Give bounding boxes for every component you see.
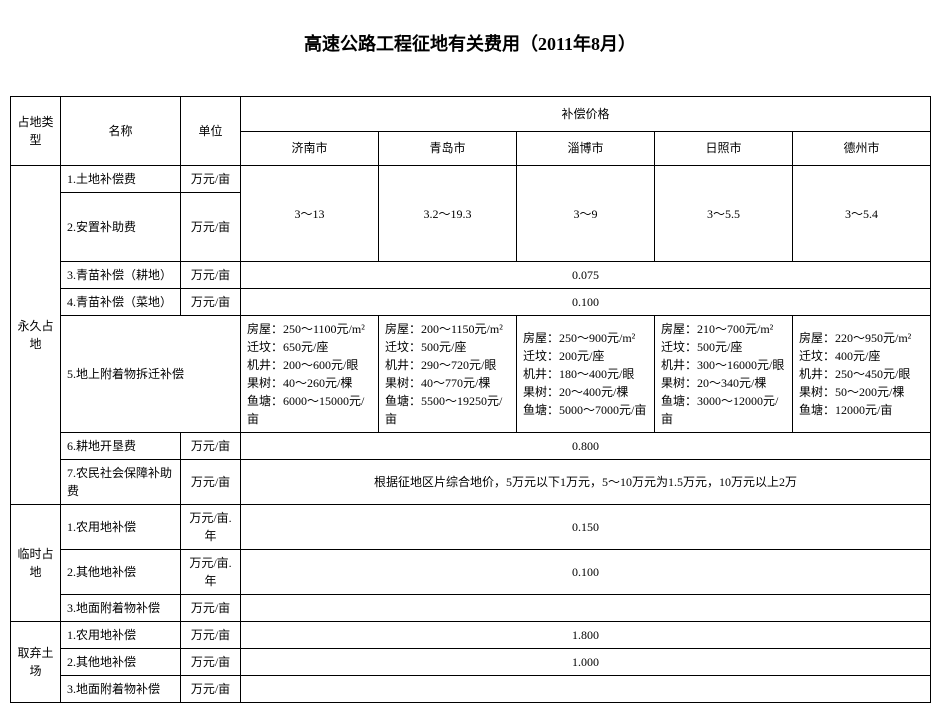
row-unit: 万元/亩 bbox=[181, 289, 241, 316]
row-value: 0.100 bbox=[241, 289, 931, 316]
table-header-row: 占地类型 名称 单位 补偿价格 bbox=[11, 97, 931, 132]
row-value: 3～13 bbox=[241, 166, 379, 262]
col-header-city: 日照市 bbox=[655, 131, 793, 166]
group-temp-label: 临时占地 bbox=[11, 505, 61, 622]
col-header-city: 济南市 bbox=[241, 131, 379, 166]
row-value bbox=[241, 595, 931, 622]
col-header-type: 占地类型 bbox=[11, 97, 61, 166]
row-unit: 万元/亩 bbox=[181, 262, 241, 289]
row-value: 1.000 bbox=[241, 649, 931, 676]
row-unit: 万元/亩 bbox=[181, 193, 241, 262]
group-perm-label: 永久占地 bbox=[11, 166, 61, 505]
table-row: 3.地面附着物补偿 万元/亩 bbox=[11, 676, 931, 703]
col-header-city: 淄博市 bbox=[517, 131, 655, 166]
col-header-unit: 单位 bbox=[181, 97, 241, 166]
table-row: 3.青苗补偿（耕地） 万元/亩 0.075 bbox=[11, 262, 931, 289]
row-unit: 万元/亩.年 bbox=[181, 505, 241, 550]
row-value: 0.150 bbox=[241, 505, 931, 550]
row-value: 根据征地区片综合地价，5万元以下1万元，5～10万元为1.5万元，10万元以上2… bbox=[241, 460, 931, 505]
col-header-name: 名称 bbox=[61, 97, 181, 166]
table-row: 永久占地 1.土地补偿费 万元/亩 3～13 3.2～19.3 3～9 3～5.… bbox=[11, 166, 931, 193]
row-value: 0.100 bbox=[241, 550, 931, 595]
row-name: 2.其他地补偿 bbox=[61, 649, 181, 676]
row-value: 房屋：220～950元/m² 迁坟：400元/座 机井：250～450元/眼 果… bbox=[793, 316, 931, 433]
table-row: 4.青苗补偿（菜地） 万元/亩 0.100 bbox=[11, 289, 931, 316]
table-row: 6.耕地开垦费 万元/亩 0.800 bbox=[11, 433, 931, 460]
row-name: 3.地面附着物补偿 bbox=[61, 595, 181, 622]
row-name: 2.安置补助费 bbox=[61, 193, 181, 262]
row-name: 7.农民社会保障补助费 bbox=[61, 460, 181, 505]
row-value: 0.800 bbox=[241, 433, 931, 460]
col-header-city: 德州市 bbox=[793, 131, 931, 166]
row-unit: 万元/亩 bbox=[181, 595, 241, 622]
row-name: 3.青苗补偿（耕地） bbox=[61, 262, 181, 289]
page-title: 高速公路工程征地有关费用（2011年8月） bbox=[10, 30, 930, 56]
row-value: 3～5.4 bbox=[793, 166, 931, 262]
col-header-price-group: 补偿价格 bbox=[241, 97, 931, 132]
row-value: 1.800 bbox=[241, 622, 931, 649]
row-unit: 万元/亩 bbox=[181, 622, 241, 649]
row-name: 4.青苗补偿（菜地） bbox=[61, 289, 181, 316]
row-value: 3～9 bbox=[517, 166, 655, 262]
group-waste-label: 取弃土场 bbox=[11, 622, 61, 703]
row-value: 房屋：200～1150元/m² 迁坟：500元/座 机井：290～720元/眼 … bbox=[379, 316, 517, 433]
row-value: 房屋：250～1100元/m² 迁坟：650元/座 机井：200～600元/眼 … bbox=[241, 316, 379, 433]
table-row: 2.其他地补偿 万元/亩.年 0.100 bbox=[11, 550, 931, 595]
compensation-table: 占地类型 名称 单位 补偿价格 济南市 青岛市 淄博市 日照市 德州市 永久占地… bbox=[10, 96, 931, 703]
row-unit: 万元/亩 bbox=[181, 460, 241, 505]
row-value bbox=[241, 676, 931, 703]
col-header-city: 青岛市 bbox=[379, 131, 517, 166]
row-unit: 万元/亩 bbox=[181, 676, 241, 703]
row-name: 1.土地补偿费 bbox=[61, 166, 181, 193]
row-unit: 万元/亩.年 bbox=[181, 550, 241, 595]
row-name: 5.地上附着物拆迁补偿 bbox=[61, 316, 241, 433]
table-row: 7.农民社会保障补助费 万元/亩 根据征地区片综合地价，5万元以下1万元，5～1… bbox=[11, 460, 931, 505]
table-row: 临时占地 1.农用地补偿 万元/亩.年 0.150 bbox=[11, 505, 931, 550]
table-row: 2.其他地补偿 万元/亩 1.000 bbox=[11, 649, 931, 676]
table-row: 3.地面附着物补偿 万元/亩 bbox=[11, 595, 931, 622]
row-value: 3～5.5 bbox=[655, 166, 793, 262]
row-unit: 万元/亩 bbox=[181, 166, 241, 193]
row-value: 3.2～19.3 bbox=[379, 166, 517, 262]
row-name: 6.耕地开垦费 bbox=[61, 433, 181, 460]
row-value: 房屋：250～900元/m² 迁坟：200元/座 机井：180～400元/眼 果… bbox=[517, 316, 655, 433]
row-unit: 万元/亩 bbox=[181, 649, 241, 676]
row-name: 1.农用地补偿 bbox=[61, 505, 181, 550]
row-unit: 万元/亩 bbox=[181, 433, 241, 460]
row-value: 房屋：210～700元/m² 迁坟：500元/座 机井：300～16000元/眼… bbox=[655, 316, 793, 433]
row-name: 1.农用地补偿 bbox=[61, 622, 181, 649]
row-value: 0.075 bbox=[241, 262, 931, 289]
row-name: 3.地面附着物补偿 bbox=[61, 676, 181, 703]
table-row: 取弃土场 1.农用地补偿 万元/亩 1.800 bbox=[11, 622, 931, 649]
row-name: 2.其他地补偿 bbox=[61, 550, 181, 595]
table-row: 5.地上附着物拆迁补偿 房屋：250～1100元/m² 迁坟：650元/座 机井… bbox=[11, 316, 931, 433]
